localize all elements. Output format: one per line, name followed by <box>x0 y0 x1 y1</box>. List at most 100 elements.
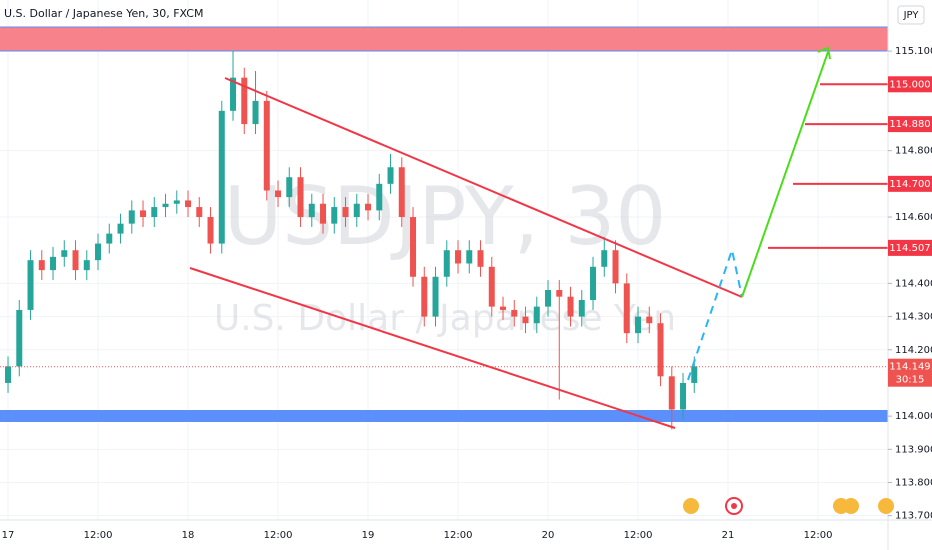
x-tick-label: 21 <box>722 530 735 541</box>
y-tick-label: 114.300 <box>895 312 932 323</box>
candle-body <box>567 296 574 317</box>
y-tick-label: 113.900 <box>895 444 932 455</box>
candle-body <box>16 309 23 367</box>
candle-body <box>297 177 304 218</box>
watermark-subtitle: U.S. Dollar / Japanese Yen <box>214 298 676 339</box>
y-tick-label: 114.400 <box>895 278 932 289</box>
candle-body <box>432 276 439 317</box>
candle-body <box>308 203 315 218</box>
candle-body <box>376 183 383 211</box>
candle-body <box>331 207 338 224</box>
candle-body <box>466 250 473 264</box>
x-tick-label: 19 <box>362 530 375 541</box>
candle-body <box>162 203 169 208</box>
candle-body <box>421 276 428 317</box>
candle-body <box>455 250 462 264</box>
candle-body <box>117 223 124 234</box>
candle-body <box>241 77 248 125</box>
x-tick-label: 12:00 <box>84 530 113 541</box>
candle-body <box>657 323 664 377</box>
candles <box>5 51 698 430</box>
y-tick-label: 113.700 <box>895 511 932 522</box>
candle-body <box>635 316 642 334</box>
candle-body <box>140 210 147 218</box>
support-zone <box>0 410 888 422</box>
candle-body <box>128 210 135 224</box>
candle-body <box>353 203 360 218</box>
candle-body <box>196 207 203 218</box>
candle-body <box>590 266 597 300</box>
candle-body <box>398 167 405 218</box>
price-tag-label: 114.507 <box>889 243 930 254</box>
x-tick-label: 20 <box>542 530 555 541</box>
candle-body <box>533 306 540 324</box>
overlay <box>0 83 888 368</box>
candle-body <box>252 100 259 125</box>
price-tag <box>888 239 932 256</box>
event-icon[interactable] <box>683 498 699 514</box>
current-price-tag <box>888 358 932 387</box>
event-icon-dot <box>731 503 737 509</box>
candle-body <box>488 266 495 307</box>
candle-body <box>612 250 619 284</box>
x-tick-label: 12:00 <box>264 530 293 541</box>
arrow-head <box>817 46 831 60</box>
candle-body <box>95 243 102 261</box>
candle-body <box>545 290 552 307</box>
candle-body <box>185 200 192 208</box>
candle-body <box>387 167 394 184</box>
currency[interactable]: JPY <box>903 10 920 21</box>
x-tick-label: 18 <box>182 530 195 541</box>
candle-body <box>443 250 450 277</box>
candle-body <box>83 260 90 271</box>
candle-body <box>50 256 57 271</box>
price-tag <box>888 76 932 93</box>
channel-upper <box>224 77 743 298</box>
candle-body <box>646 316 653 324</box>
candle-body <box>218 110 225 244</box>
candle-body <box>511 309 518 317</box>
candle-body <box>106 233 113 244</box>
y-tick-label: 114.800 <box>895 146 932 157</box>
candle-body <box>500 306 507 310</box>
current-price-label: 114.149 <box>889 362 930 373</box>
y-tick-label: 114.000 <box>895 411 932 422</box>
candle-body <box>477 250 484 267</box>
candle-body <box>320 203 327 224</box>
watermark: USDJPY, 30 <box>224 170 667 263</box>
price-tag <box>888 175 932 192</box>
x-tick-label: 17 <box>2 530 15 541</box>
candle-body <box>410 217 417 277</box>
currency-box[interactable] <box>897 5 925 25</box>
y-tick-label: 115.100 <box>895 46 932 57</box>
candle-body <box>173 200 180 204</box>
candle-body <box>286 177 293 198</box>
resistance-zone <box>0 27 888 51</box>
x-tick-label: 12:00 <box>444 530 473 541</box>
channel-lower <box>189 267 676 429</box>
y-tick-label: 114.600 <box>895 212 932 223</box>
target-arrow <box>741 51 829 298</box>
candle-body <box>38 260 45 271</box>
candle-body <box>230 77 237 111</box>
price-tag-label: 114.700 <box>889 179 930 190</box>
price-tag-label: 114.880 <box>889 119 930 130</box>
candle-body <box>691 366 698 383</box>
candle-body <box>522 316 529 324</box>
candle-body <box>27 260 34 310</box>
event-icon[interactable] <box>843 498 859 514</box>
candle-body <box>578 299 585 317</box>
candle-body <box>556 290 563 297</box>
countdown: 30:15 <box>896 375 925 386</box>
y-tick-label: 113.800 <box>895 478 932 489</box>
candle-body <box>680 382 687 410</box>
candle-body <box>72 250 79 271</box>
candle-body <box>5 366 12 383</box>
y-tick-label: 114.200 <box>895 345 932 356</box>
candle-body <box>668 376 675 410</box>
candle-body <box>365 203 372 211</box>
projection <box>687 246 743 381</box>
event-icon[interactable] <box>878 498 894 514</box>
